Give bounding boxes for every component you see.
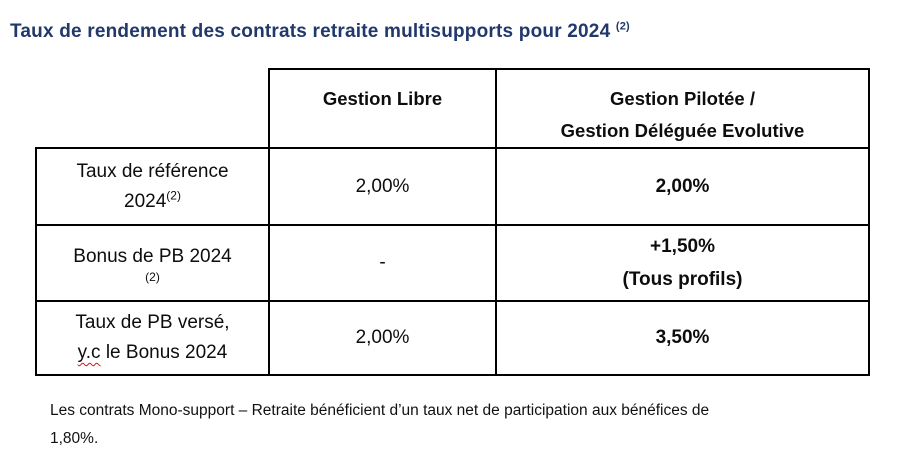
footnote-marker: (2) [145,270,160,284]
page-title-text: Taux de rendement des contrats retraite … [10,21,611,42]
row-label-line1: Taux de PB versé, [75,312,230,333]
table-row-taux-pb-verse: Taux de PB versé, y.c le Bonus 2024 2,00… [35,300,870,376]
row-label-line2: (2) [41,270,264,284]
value-gestion-pilotee-taux-reference: 2,00% [495,147,870,226]
bonus-value-line2: (Tous profils) [622,269,743,290]
column-header-gestion-pilotee-line2: Gestion Déléguée Evolutive [560,120,805,141]
table-row-taux-de-reference: Taux de référence 2024(2) 2,00% 2,00% [35,147,870,226]
header-empty-corner-cell [36,69,269,148]
table-row-bonus-pb: Bonus de PB 2024 (2) - +1,50% (Tous prof… [35,224,870,302]
footnote-text: Les contrats Mono-support – Retraite bén… [50,402,710,447]
value-gestion-libre-bonus-pb: - [268,224,497,302]
row-label-line1: Bonus de PB 2024 [73,246,232,267]
value-gestion-libre-taux-pb-verse: 2,00% [268,300,497,376]
misspelled-word: y.c [77,342,101,363]
column-header-gestion-pilotee-line1: Gestion Pilotée / [610,88,755,109]
table-header-row: Gestion Libre Gestion Pilotée / Gestion … [36,68,870,149]
footnote-marker: (2) [166,188,181,203]
page-title: Taux de rendement des contrats retraite … [10,21,630,43]
row-label-bonus-pb: Bonus de PB 2024 (2) [35,224,270,302]
column-header-gestion-libre: Gestion Libre [268,68,497,149]
column-header-gestion-pilotee: Gestion Pilotée / Gestion Déléguée Evolu… [495,68,870,149]
row-label-line1: Taux de référence [76,160,229,182]
row-label-line2: y.c le Bonus 2024 [77,342,228,363]
row-label-taux-pb-verse: Taux de PB versé, y.c le Bonus 2024 [35,300,270,376]
value-gestion-pilotee-bonus-pb: +1,50% (Tous profils) [495,224,870,302]
value-gestion-pilotee-taux-pb-verse: 3,50% [495,300,870,376]
bonus-value-line1: +1,50% [650,236,715,257]
value-gestion-libre-taux-reference: 2,00% [268,147,497,226]
page-title-superscript: (2) [615,20,630,33]
row-label-line2: 2024(2) [124,188,181,212]
rates-table: Gestion Libre Gestion Pilotée / Gestion … [35,68,870,376]
row-label-taux-de-reference: Taux de référence 2024(2) [35,147,270,226]
